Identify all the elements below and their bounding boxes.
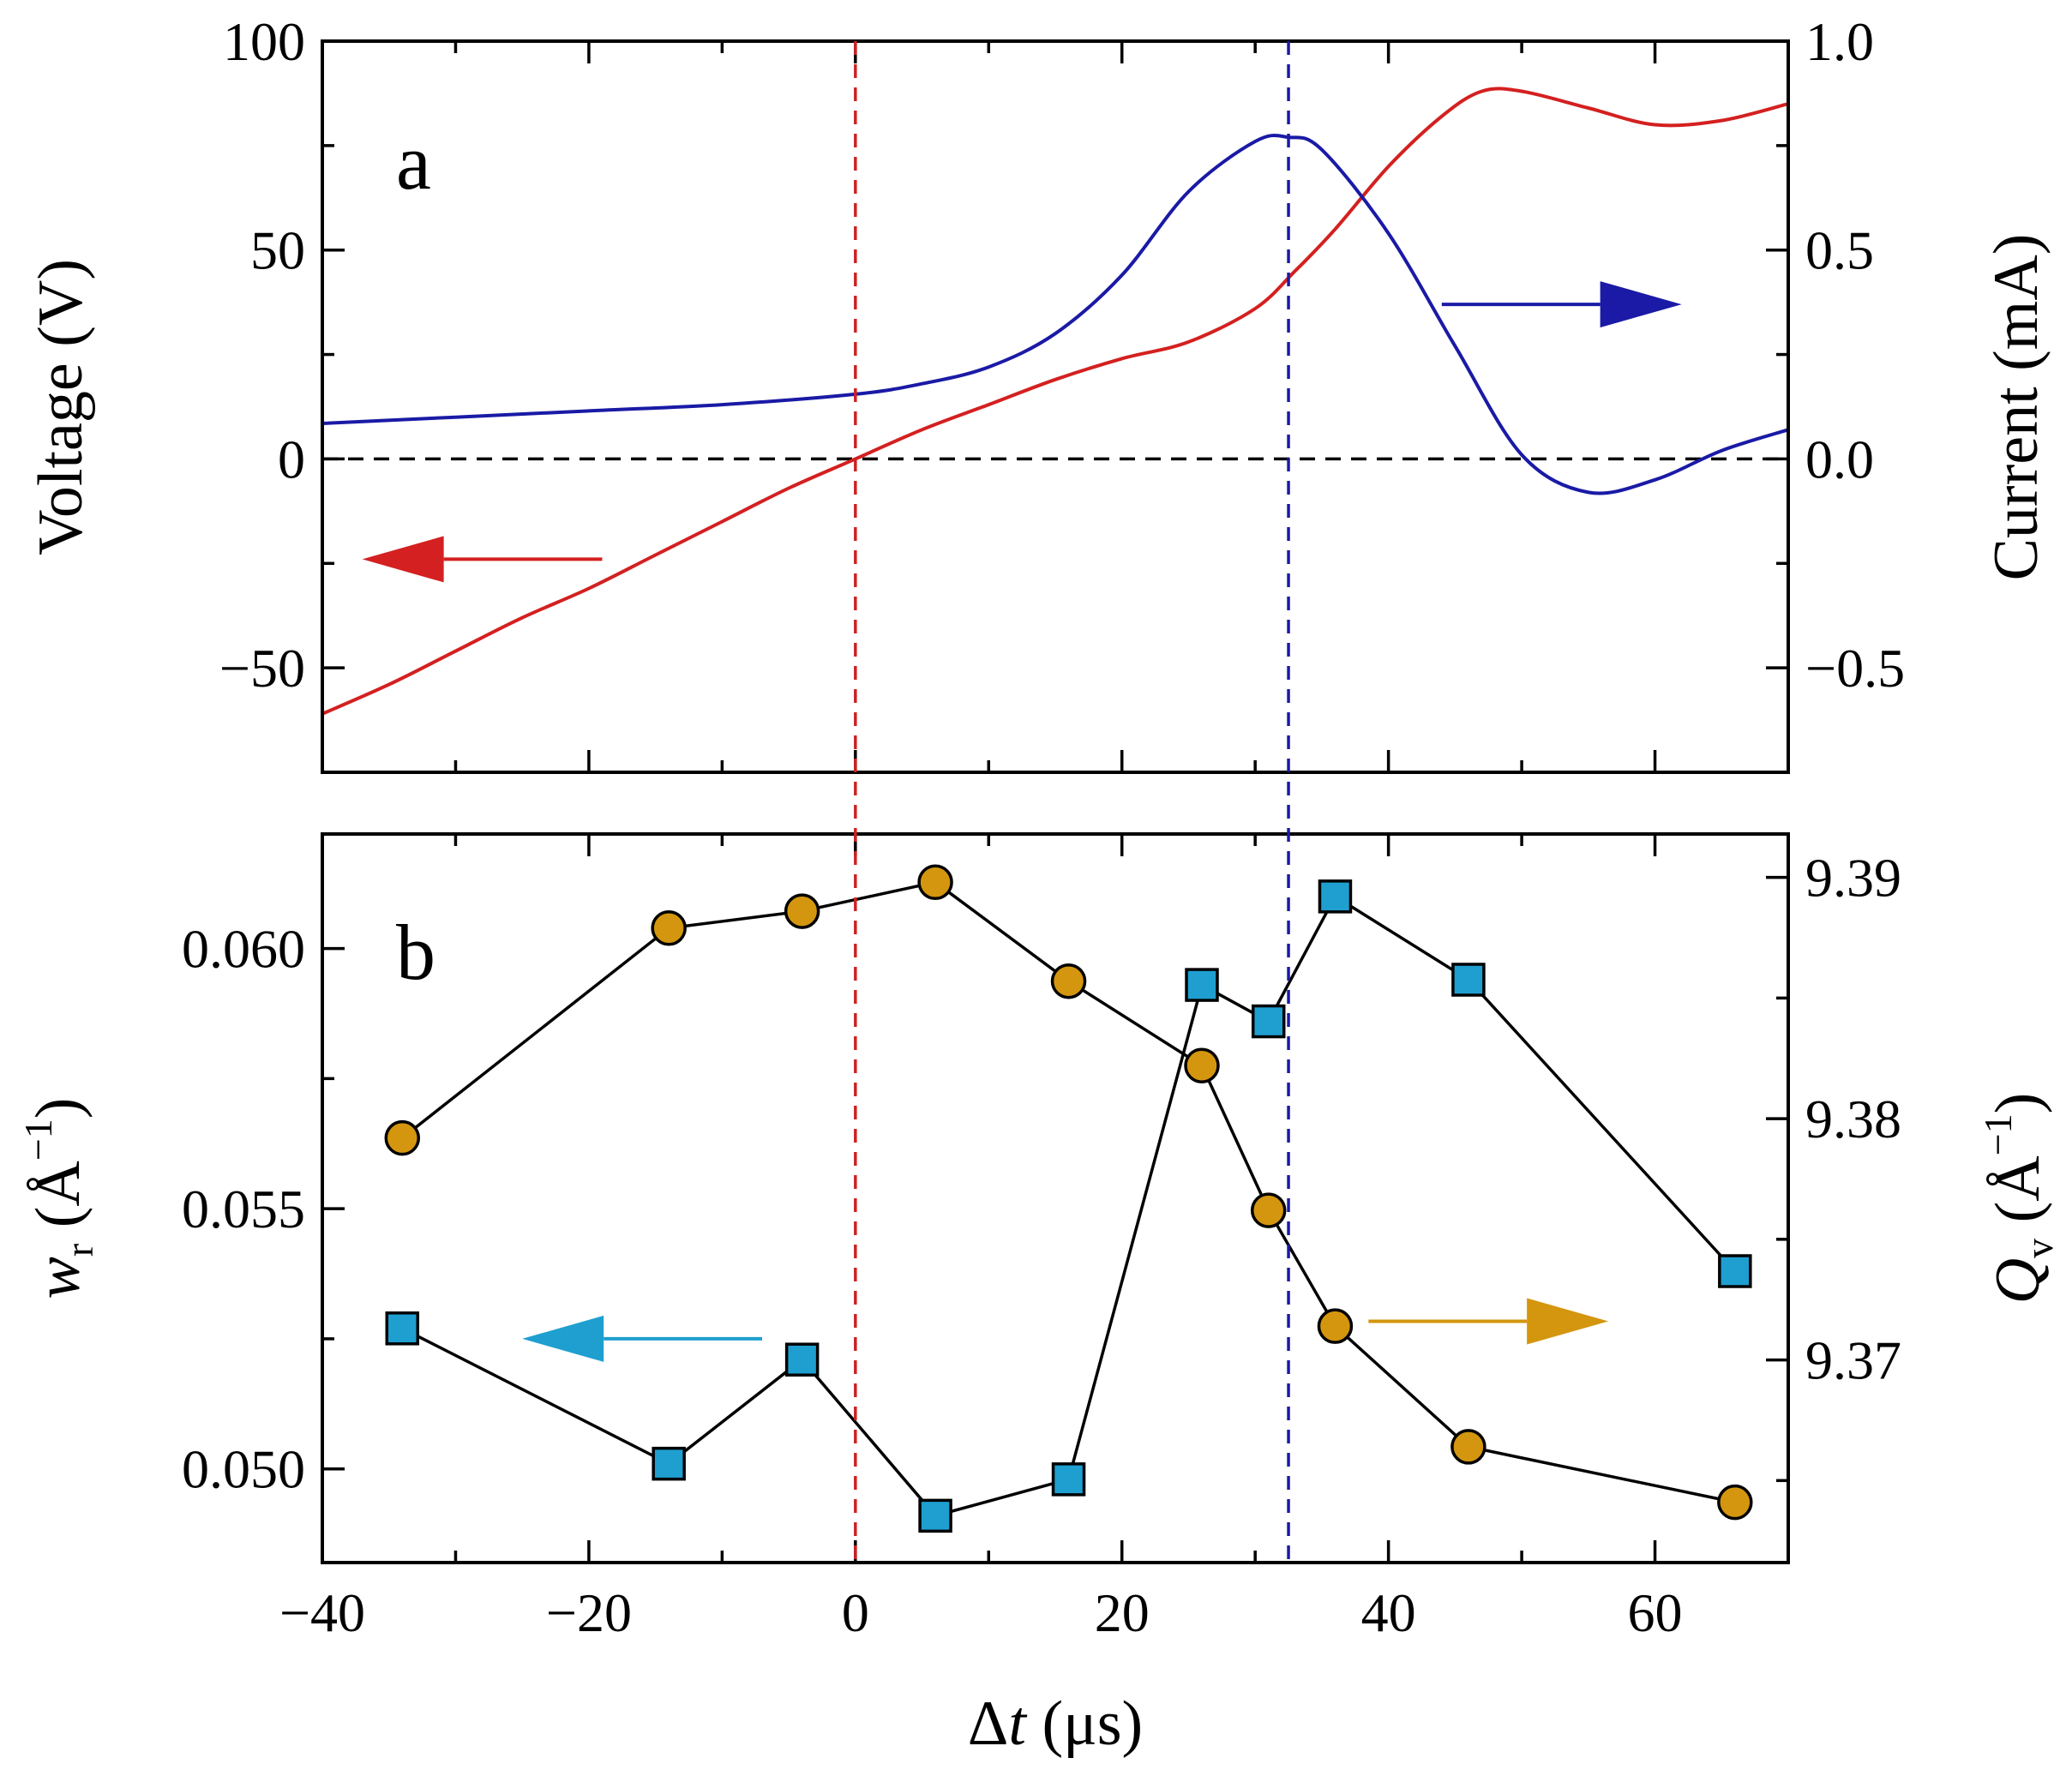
qv-series [384,864,1753,1521]
qv-circle-marker [1184,1047,1220,1083]
wr-square-marker [784,1342,820,1377]
qv-circle-marker [651,910,687,946]
vertical-reference-lines [854,41,1290,1563]
wr-square-marker [1318,879,1353,914]
wr-series [385,879,1752,1533]
wr-axis-arrow-head [522,1315,604,1362]
qv-subscript: v [2017,1239,2061,1258]
wr-tick-label: 0.060 [182,919,305,980]
current-tick-label: 1.0 [1805,11,1874,72]
qv-connecting-line [401,880,1736,1504]
panel-a-label: a [396,118,431,206]
wr-tick-label: 0.050 [182,1439,305,1500]
voltage-axis-arrow [362,536,603,583]
panel-a: −50 0 50 100 −0.5 0.0 0.5 1.0 a Voltage (V) Cur… [26,11,2051,774]
wr-square-marker [1251,1004,1286,1039]
voltage-axis-arrow-head [362,536,444,583]
qv-units: (Å [1983,1155,2053,1239]
panel-b-frame [321,832,1790,1564]
wr-square-marker [1718,1254,1752,1288]
qv-tick-label: 9.39 [1805,848,1901,909]
x-variable: t [1008,1689,1028,1759]
wr-square-marker [1051,1462,1086,1497]
x-tick-label: −20 [546,1582,632,1643]
wr-connecting-line [401,894,1737,1518]
x-tick-label: 60 [1628,1582,1683,1643]
wr-axis-title: wr (Å−1) [16,1098,101,1299]
qv-circle-marker [1450,1429,1486,1465]
qv-circle-marker [384,1119,421,1156]
wr-tick-label: 0.055 [182,1179,305,1239]
panel-a-frame [321,39,1790,774]
qv-tick-label: 9.38 [1805,1089,1901,1149]
voltage-axis-title: Voltage (V) [26,259,96,555]
qv-axis-arrow-head [1527,1298,1609,1345]
qv-close: ) [1983,1093,2053,1114]
qv-exponent: −1 [1976,1113,2020,1155]
x-tick-label: 40 [1361,1582,1416,1643]
x-units: (μs) [1026,1689,1143,1759]
delta-symbol: Δ [968,1689,1009,1759]
panel-b-plot-area [384,864,1753,1533]
qv-circle-marker [784,893,820,929]
wr-square-marker [918,1498,952,1533]
x-axis-title: Δt (μs) [968,1689,1143,1759]
voltage-curve [321,87,1789,716]
voltage-tick-label: 0 [278,429,305,489]
panel-a-plot-area [321,87,1789,716]
qv-tick-label: 9.37 [1805,1330,1901,1391]
current-tick-label: −0.5 [1805,638,1905,699]
x-tick-label: −40 [279,1582,365,1643]
qv-circle-marker [1050,963,1087,999]
qv-circle-marker [1317,1308,1354,1344]
qv-axis-arrow [1368,1298,1609,1345]
wr-exponent: −1 [16,1119,60,1161]
qv-circle-marker [1250,1192,1287,1228]
voltage-tick-label: 50 [250,220,305,281]
wr-square-marker [652,1446,686,1481]
qv-circle-marker [917,864,953,901]
qv-symbol: Q [1983,1258,2053,1304]
current-axis-title: Current (mA) [1981,234,2051,581]
current-axis-arrow [1441,281,1682,328]
current-tick-label: 0.5 [1805,220,1874,281]
wr-square-marker [385,1311,420,1346]
wr-square-marker [1451,963,1486,997]
current-tick-label: 0.0 [1805,429,1874,489]
x-tick-label: 20 [1095,1582,1150,1643]
wr-square-marker [1185,968,1219,1002]
wr-subscript: r [57,1244,101,1257]
wr-axis-arrow [522,1315,762,1362]
current-axis-arrow-head [1600,281,1682,328]
panel-b: −40 −20 0 20 40 60 0.050 0.055 0.060 9.37 9.38 9.39… [16,832,2061,1759]
x-tick-label: 0 [842,1582,869,1643]
qv-axis-title: Qv (Å−1) [1976,1093,2061,1305]
wr-units: (Å [23,1161,93,1244]
voltage-tick-label: 100 [223,11,305,72]
current-curve [321,133,1789,495]
wr-close: ) [23,1098,93,1119]
voltage-tick-label: −50 [219,638,305,699]
wr-symbol: w [23,1257,93,1299]
qv-circle-marker [1717,1484,1753,1521]
panel-b-ticks: −40 −20 0 20 40 60 0.050 0.055 0.060 9.37 9.38 9.39 [182,834,1901,1643]
panel-b-label: b [396,909,435,996]
